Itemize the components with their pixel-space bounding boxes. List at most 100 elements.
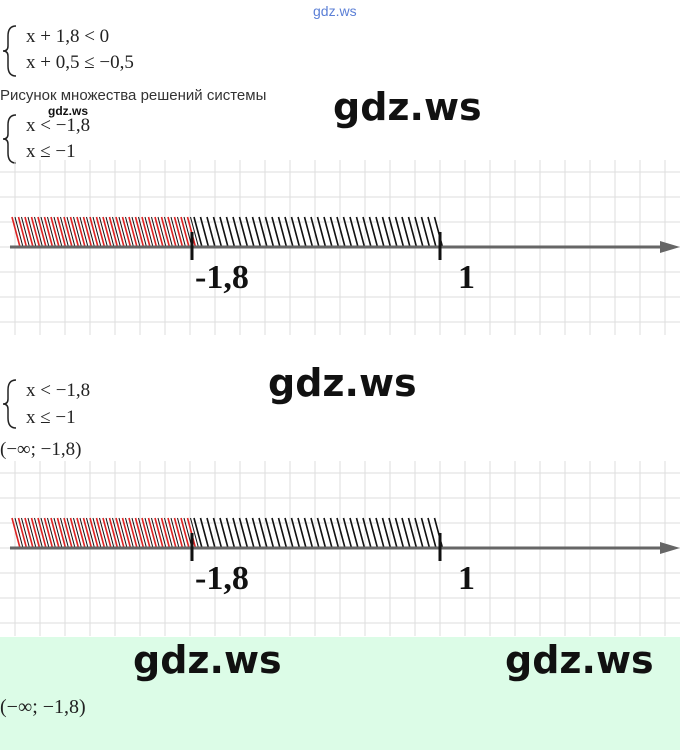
brace (2, 114, 17, 164)
hatch (232, 517, 242, 549)
hatch (17, 517, 28, 549)
hatch (99, 517, 108, 549)
hatch (284, 216, 294, 248)
hatch (115, 216, 125, 248)
hatch (125, 517, 134, 549)
hatch (297, 517, 307, 549)
hatch (258, 517, 268, 549)
hatch (329, 517, 340, 549)
brace (2, 379, 17, 429)
hatch (193, 517, 203, 549)
hatch (112, 216, 121, 248)
hatch (66, 216, 76, 248)
hatch (34, 517, 43, 549)
hatch (167, 517, 177, 549)
hatch (225, 517, 236, 549)
hatch (60, 517, 69, 549)
hatch (11, 216, 21, 248)
hatch (323, 517, 333, 549)
hatch (82, 216, 93, 248)
hatch (251, 216, 262, 248)
hatch (14, 517, 24, 549)
hatch (245, 216, 255, 248)
hatch (86, 517, 95, 549)
hatch (151, 517, 160, 549)
hatch (310, 216, 320, 248)
hatch (381, 517, 392, 549)
hatch (375, 216, 385, 248)
number-line: -1,8 1 (0, 461, 680, 636)
number-line: -1,8 1 (0, 160, 680, 335)
hatch (79, 216, 89, 248)
point-label: 1 (458, 560, 475, 597)
hatch (82, 517, 93, 549)
hatch (388, 517, 398, 549)
hatch (206, 216, 216, 248)
hatch (414, 216, 424, 248)
hatch (170, 216, 180, 248)
hatch (420, 517, 431, 549)
hatch (329, 216, 340, 248)
hatch (89, 216, 99, 248)
hatch (375, 517, 385, 549)
hatch (40, 517, 50, 549)
hatch (115, 517, 125, 549)
hatch (219, 216, 229, 248)
hatch (258, 216, 268, 248)
hatch (108, 216, 119, 248)
hatch (420, 216, 431, 248)
hatch (190, 517, 199, 549)
hatch (73, 216, 82, 248)
hatch (30, 216, 41, 248)
hatch (271, 216, 281, 248)
hatch (43, 517, 54, 549)
hatch (134, 517, 145, 549)
hatch (73, 517, 82, 549)
hatch (336, 216, 346, 248)
hatch (427, 517, 437, 549)
hatch (177, 517, 186, 549)
hatch (349, 216, 359, 248)
hatch (212, 216, 223, 248)
equation: x + 1,8 < 0 (26, 26, 110, 47)
hatch (53, 216, 63, 248)
hatch (368, 216, 379, 248)
hatch (11, 517, 21, 549)
hatch (368, 517, 379, 549)
point-label: -1,8 (195, 259, 249, 296)
hatch (53, 517, 63, 549)
hatch (401, 517, 411, 549)
hatch (24, 216, 34, 248)
hatch (212, 517, 223, 549)
hatch (193, 216, 203, 248)
interval: (−∞; −1,8) (0, 439, 82, 460)
hatch (407, 216, 418, 248)
hatch (251, 517, 262, 549)
hatch (264, 216, 275, 248)
watermark: gdz.ws (505, 638, 654, 682)
hatch (128, 216, 138, 248)
arrow-head (660, 241, 680, 253)
hatch (303, 216, 314, 248)
watermark: gdz.ws (133, 638, 282, 682)
hatch (63, 517, 73, 549)
hatch (125, 216, 134, 248)
hatch (362, 216, 372, 248)
hatch (225, 216, 236, 248)
hatch (394, 517, 405, 549)
hatch (336, 517, 346, 549)
hatch (99, 216, 108, 248)
equation: x < −1,8 (26, 115, 91, 136)
hatch (47, 517, 56, 549)
hatch (50, 216, 60, 248)
hatch (17, 216, 28, 248)
hatch (27, 216, 37, 248)
hatch (128, 517, 138, 549)
caption: Рисунок множества решений системы (0, 87, 267, 104)
hatch (76, 517, 86, 549)
hatch (173, 517, 184, 549)
hatch (199, 517, 210, 549)
hatch (303, 517, 314, 549)
equation: x < −1,8 (26, 380, 91, 401)
